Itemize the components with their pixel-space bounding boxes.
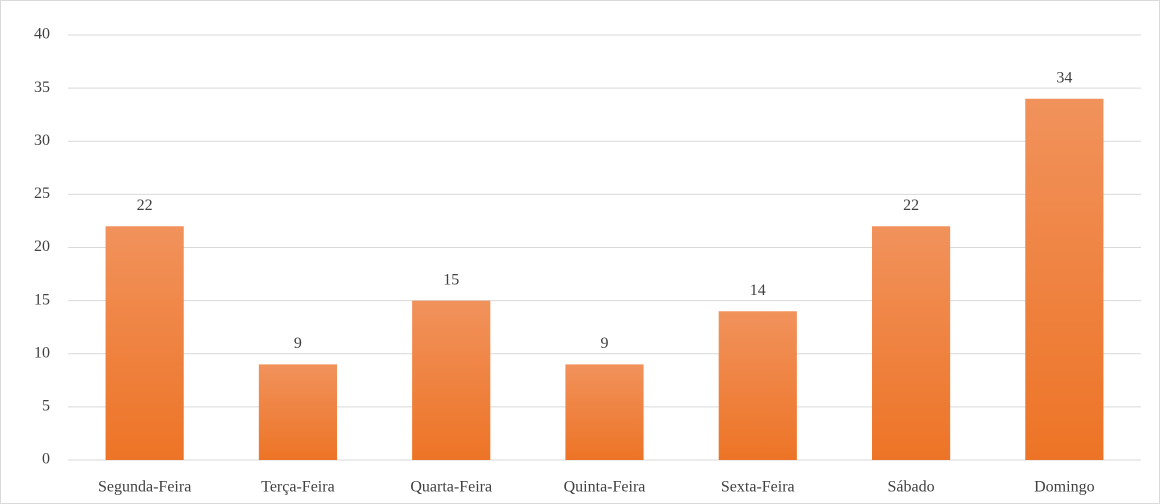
data-label: 15	[443, 271, 459, 288]
x-tick-label: Sábado	[888, 479, 935, 496]
x-tick-label: Sexta-Feira	[721, 479, 795, 496]
x-tick-label: Domingo	[1034, 479, 1094, 496]
data-label: 9	[294, 335, 302, 352]
bar	[718, 311, 797, 460]
bar	[565, 364, 644, 460]
data-label: 34	[1056, 69, 1072, 86]
y-tick-label: 0	[42, 451, 50, 468]
y-tick-label: 10	[34, 344, 50, 361]
bar	[105, 226, 184, 460]
y-tick-label: 30	[34, 132, 50, 149]
y-tick-label: 5	[42, 398, 50, 415]
x-tick-label: Segunda-Feira	[98, 479, 191, 496]
data-label: 22	[903, 197, 919, 214]
x-tick-label: Terça-Feira	[261, 479, 335, 496]
data-label: 9	[601, 335, 609, 352]
y-tick-label: 35	[34, 79, 50, 96]
y-tick-label: 40	[34, 26, 50, 43]
y-tick-label: 20	[34, 238, 50, 255]
y-tick-label: 25	[34, 185, 50, 202]
data-label: 22	[137, 197, 153, 214]
y-tick-label: 15	[34, 291, 50, 308]
bar	[258, 364, 338, 460]
bar	[871, 226, 951, 460]
bar	[412, 300, 491, 460]
data-label: 14	[750, 282, 766, 299]
bar	[1025, 98, 1104, 460]
x-tick-label: Quarta-Feira	[410, 479, 492, 496]
x-tick-label: Quinta-Feira	[564, 479, 646, 496]
